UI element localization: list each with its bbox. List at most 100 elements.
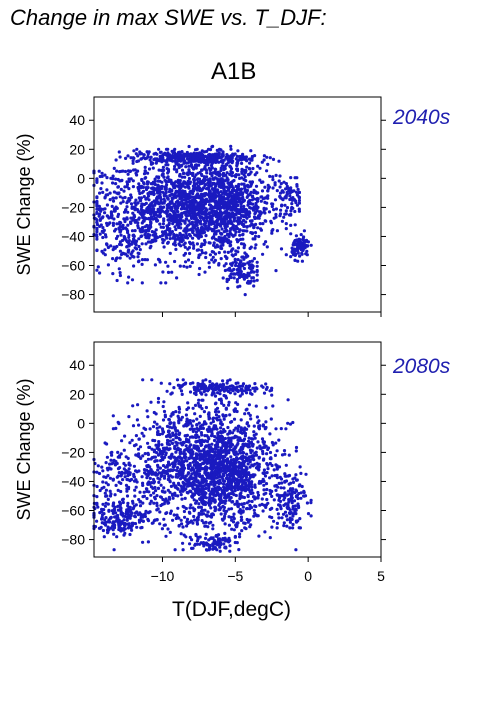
plot-frame bbox=[93, 96, 382, 313]
data-point bbox=[156, 210, 160, 214]
data-point bbox=[258, 222, 262, 226]
data-point bbox=[294, 449, 298, 453]
data-point bbox=[235, 388, 240, 392]
data-point bbox=[260, 497, 264, 501]
data-point bbox=[198, 458, 202, 462]
data-point bbox=[141, 378, 145, 382]
data-point bbox=[181, 378, 185, 382]
data-point bbox=[245, 165, 249, 169]
data-point bbox=[243, 293, 247, 297]
data-point bbox=[181, 206, 185, 210]
data-point bbox=[208, 253, 212, 257]
data-point bbox=[250, 437, 254, 441]
data-point bbox=[200, 423, 204, 427]
data-point bbox=[225, 229, 229, 233]
data-point bbox=[180, 234, 184, 238]
data-point bbox=[251, 491, 255, 495]
data-point bbox=[195, 448, 200, 452]
data-point bbox=[195, 480, 199, 484]
data-point bbox=[223, 268, 227, 273]
data-point bbox=[193, 492, 197, 496]
data-point bbox=[247, 436, 251, 440]
data-point bbox=[239, 418, 243, 422]
data-point bbox=[156, 453, 161, 457]
data-point bbox=[186, 161, 190, 165]
data-point bbox=[132, 255, 136, 259]
data-point bbox=[180, 415, 184, 419]
data-point bbox=[203, 491, 207, 495]
data-point bbox=[228, 172, 232, 176]
data-point bbox=[159, 503, 163, 508]
data-point bbox=[188, 191, 192, 195]
data-point bbox=[143, 514, 147, 519]
data-point bbox=[228, 391, 232, 395]
data-point bbox=[242, 229, 247, 233]
data-point bbox=[255, 446, 259, 450]
data-point bbox=[234, 261, 238, 265]
data-point bbox=[131, 156, 135, 160]
data-point bbox=[247, 499, 251, 503]
data-point bbox=[290, 202, 294, 206]
data-point bbox=[179, 192, 184, 196]
data-point bbox=[171, 518, 175, 522]
data-point bbox=[266, 467, 270, 471]
data-point bbox=[112, 245, 116, 249]
data-point bbox=[154, 235, 158, 239]
data-point bbox=[280, 453, 285, 457]
data-point bbox=[182, 171, 186, 175]
data-point bbox=[222, 264, 226, 268]
data-point bbox=[146, 171, 150, 175]
data-point bbox=[158, 510, 162, 514]
data-point bbox=[140, 258, 145, 262]
data-point bbox=[157, 147, 161, 151]
data-point bbox=[126, 281, 130, 285]
data-point bbox=[123, 219, 127, 224]
data-point bbox=[175, 513, 179, 517]
data-point bbox=[114, 196, 118, 200]
data-point bbox=[231, 234, 235, 238]
data-point bbox=[245, 275, 249, 279]
data-point bbox=[112, 548, 116, 552]
data-point bbox=[159, 209, 163, 213]
data-point bbox=[208, 495, 212, 499]
data-point bbox=[244, 487, 248, 491]
data-point bbox=[188, 251, 192, 256]
data-point bbox=[171, 433, 175, 437]
data-point bbox=[167, 443, 172, 447]
data-point bbox=[244, 213, 248, 217]
data-point bbox=[246, 443, 251, 447]
data-point bbox=[140, 230, 144, 234]
data-point bbox=[294, 201, 298, 205]
data-point bbox=[262, 154, 266, 158]
data-point bbox=[215, 157, 219, 161]
data-point bbox=[263, 200, 267, 204]
data-point bbox=[237, 275, 242, 280]
data-point bbox=[136, 226, 140, 230]
data-point bbox=[195, 222, 199, 226]
data-point bbox=[253, 246, 257, 250]
data-point bbox=[165, 465, 169, 469]
data-point bbox=[231, 461, 235, 465]
data-point bbox=[294, 445, 299, 450]
data-point bbox=[248, 490, 252, 494]
data-point bbox=[160, 443, 164, 447]
data-point bbox=[272, 208, 276, 212]
data-point bbox=[270, 393, 274, 397]
data-point bbox=[187, 210, 191, 214]
data-point bbox=[153, 495, 157, 499]
data-point bbox=[145, 228, 149, 232]
data-point bbox=[239, 259, 243, 263]
data-point bbox=[204, 219, 208, 223]
data-point bbox=[211, 523, 215, 527]
data-point bbox=[252, 514, 256, 518]
data-point bbox=[173, 154, 178, 158]
data-point bbox=[142, 426, 146, 430]
data-point bbox=[238, 497, 242, 501]
data-point bbox=[165, 176, 170, 180]
data-point bbox=[147, 236, 151, 240]
data-point bbox=[228, 378, 232, 382]
data-point bbox=[154, 412, 158, 416]
data-point bbox=[205, 171, 209, 175]
data-point bbox=[173, 243, 178, 247]
